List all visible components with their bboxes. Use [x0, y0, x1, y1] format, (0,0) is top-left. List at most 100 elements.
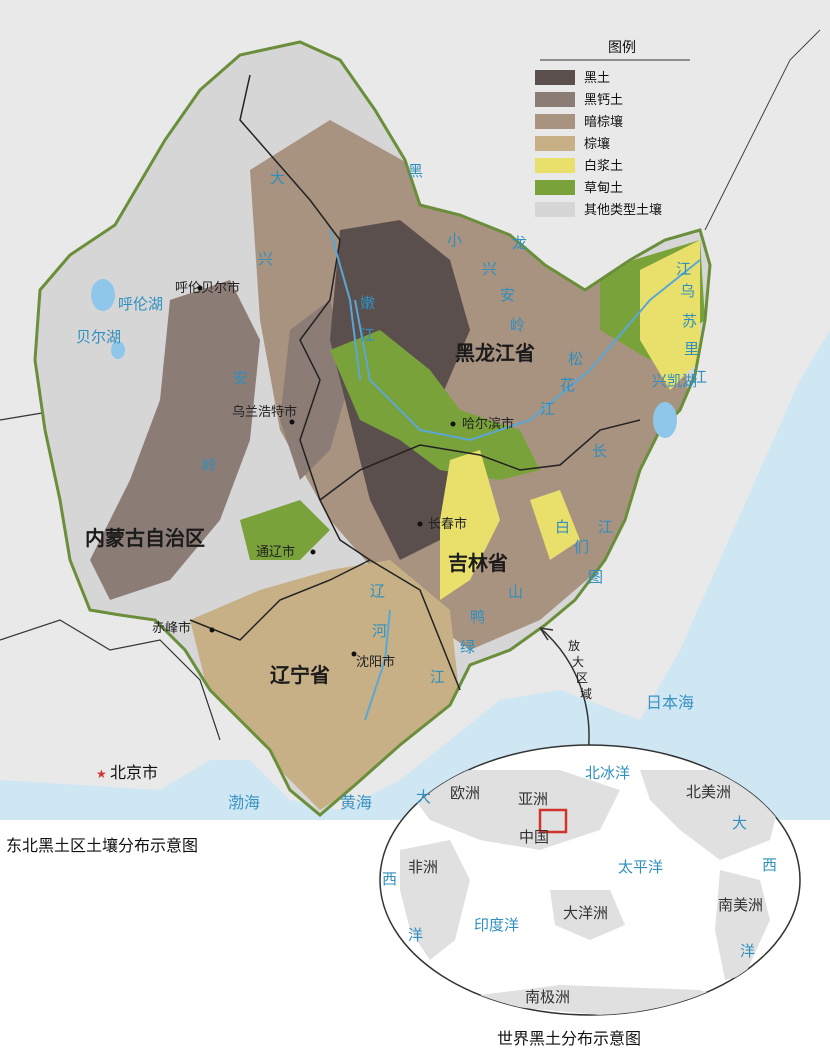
arrowhead-icon: [539, 627, 554, 641]
map-caption: 东北黑土区土壤分布示意图: [6, 836, 198, 855]
range-label-changbaishan: 山: [508, 583, 523, 601]
city-dot: [209, 627, 215, 633]
sea-of-japan: [630, 330, 830, 820]
river-label-wusulijiang: 乌: [680, 282, 695, 300]
city-label-chifeng: 赤峰市: [152, 620, 191, 636]
soil-meadow: [330, 330, 540, 480]
continent-europe: 欧洲: [450, 784, 480, 802]
range-label-daxinganling: 岭: [202, 456, 217, 474]
province-label-liaoning: 辽宁省: [270, 663, 330, 687]
ocean-atlantic-char-6: 洋: [740, 942, 755, 960]
sea-label-riben: 日本海: [646, 693, 694, 712]
river-label-tumenjiang: 图: [588, 568, 603, 586]
soil-meadow: [240, 500, 330, 560]
land-north-america: [640, 770, 780, 860]
lake-label-hulun: 呼伦湖: [118, 295, 163, 313]
continent-asia: 亚洲: [518, 790, 548, 808]
province-label-heilongjiang: 黑龙江省: [455, 341, 535, 365]
city-dot: [197, 285, 203, 291]
range-label-xiaoxinganling: 岭: [510, 316, 525, 334]
legend-swatch: [535, 70, 575, 85]
river-liao: [364, 609, 391, 721]
city-label-changchun: 长春市: [428, 516, 467, 532]
zoom-label-char: 放: [568, 638, 580, 653]
river-label-yalujiang: 鸭: [470, 608, 485, 626]
legend-swatch: [535, 180, 575, 195]
soil-albic: [640, 240, 700, 390]
region-outline: [33, 40, 712, 817]
city-label-beijing: 北京市: [110, 763, 158, 782]
legend-label: 白浆土: [584, 158, 623, 174]
city-label-wulanhaote: 乌兰浩特市: [232, 404, 297, 420]
range-label-changbaishan: 白: [555, 518, 570, 536]
legend-swatch: [535, 114, 575, 129]
river-label-songhuajiang: 松: [568, 350, 583, 368]
city-dot: [351, 651, 357, 657]
border-line: [0, 619, 221, 741]
city-markers: 呼伦贝尔市 乌兰浩特市 哈尔滨市 长春市 通辽市 赤峰市 沈阳市 ★ 北京市: [96, 280, 514, 782]
soil-albic: [440, 450, 500, 600]
range-label-xiaoxinganling: 兴: [482, 260, 497, 278]
province-label-neimenggu: 内蒙古自治区: [85, 526, 205, 550]
ocean-pacific: 太平洋: [618, 858, 663, 876]
range-label-daxinganling: 安: [233, 369, 248, 387]
range-label-xiaoxinganling: 小: [447, 231, 462, 249]
continent-south-america: 南美洲: [718, 896, 763, 914]
river-label-heilongjiang: 江: [676, 260, 691, 278]
river-label-wusulijiang: 苏: [682, 312, 697, 330]
lake-label-buir: 贝尔湖: [76, 328, 121, 346]
legend-label: 黑土: [584, 71, 610, 86]
river-label-wusulijiang: 江: [692, 368, 707, 386]
range-label-daxinganling: 兴: [258, 250, 273, 268]
zoom-box-marker: [538, 808, 568, 834]
city-label-shenyang: 沈阳市: [356, 654, 395, 670]
continent-north-america: 北美洲: [686, 783, 731, 801]
legend-label: 棕壤: [584, 136, 610, 152]
province-border: [319, 499, 461, 691]
ocean-arctic: 北冰洋: [585, 764, 630, 782]
river-nen: [329, 229, 361, 381]
range-label-daxinganling: 大: [270, 169, 285, 187]
legend-label: 其他类型土壤: [584, 202, 662, 218]
beijing-star-icon: ★: [96, 767, 107, 781]
river-label-heilongjiang: 龙: [512, 234, 527, 252]
city-dot: [310, 549, 316, 555]
continent-africa: 非洲: [408, 858, 438, 876]
range-label-xiaoxinganling: 安: [500, 286, 515, 304]
legend-swatch: [535, 136, 575, 151]
river-label-tumenjiang: 江: [598, 518, 613, 536]
province-border: [189, 559, 371, 641]
river-songhua: [354, 259, 701, 442]
ocean-atlantic-char-1: 大: [416, 788, 431, 806]
river-label-yalujiang: 江: [430, 668, 445, 686]
legend-title: 图例: [608, 40, 636, 56]
lake-xingkai: [653, 402, 677, 438]
world-caption: 世界黑土分布示意图: [497, 1029, 641, 1048]
city-dot: [450, 421, 456, 427]
legend-label: 暗棕壤: [584, 114, 623, 130]
land-south-america: [715, 870, 770, 980]
river-label-wusulijiang: 里: [684, 340, 699, 358]
world-inset: 欧洲 亚洲 中国 非洲 大洋洲 北美洲 南美洲 南极洲 北冰洋 太平洋 印度洋 …: [379, 744, 801, 1016]
city-label-haerbin: 哈尔滨市: [462, 416, 514, 432]
legend-swatch: [535, 202, 575, 217]
river-label-liaohe: 河: [372, 622, 387, 640]
continent-oceania: 大洋洲: [563, 904, 608, 922]
city-dot: [289, 419, 295, 425]
range-label-changbaishan: 长: [592, 442, 607, 460]
province-label-jilin: 吉林省: [448, 551, 508, 575]
river-label-heilongjiang: 黑: [408, 162, 423, 180]
continent-antarctica: 南极洲: [525, 988, 570, 1006]
city-label-hulunbeier: 呼伦贝尔市: [175, 280, 240, 296]
river-label-yalujiang: 绿: [460, 638, 475, 656]
legend-label: 草甸土: [584, 181, 623, 196]
legend-swatch: [535, 158, 575, 173]
soil-chernozem: [90, 280, 260, 600]
river-label-nenjiang: 嫩: [360, 294, 375, 312]
zoom-label-char: 域: [580, 687, 592, 701]
